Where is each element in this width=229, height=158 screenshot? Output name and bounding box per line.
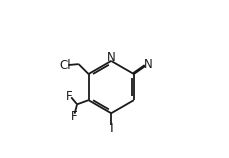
- Text: F: F: [65, 90, 72, 103]
- Text: F: F: [70, 110, 77, 123]
- Text: Cl: Cl: [60, 58, 71, 72]
- Text: I: I: [109, 122, 113, 135]
- Text: N: N: [106, 51, 115, 64]
- Text: N: N: [143, 58, 152, 71]
